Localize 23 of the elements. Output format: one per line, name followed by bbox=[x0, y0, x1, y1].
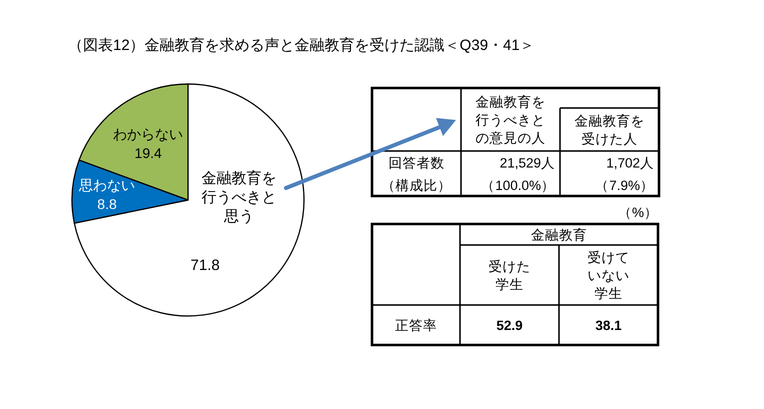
data-label: （7.9%） bbox=[595, 177, 654, 192]
category-label: 金融教育を行うべきとの意見の人 bbox=[476, 93, 546, 145]
data-label: 38.1 bbox=[595, 318, 622, 332]
text: 金融教育 bbox=[531, 226, 587, 242]
text: （構成比） bbox=[382, 177, 452, 192]
category-label: 受けた学生 bbox=[488, 258, 530, 292]
data-label: （100.0%） bbox=[481, 177, 555, 192]
slice-label: 金融教育を行うべきと思う bbox=[202, 170, 277, 225]
data-label: 71.8 bbox=[190, 256, 220, 274]
category-label: 受けていない学生 bbox=[588, 250, 630, 300]
data-label: 21,529人 bbox=[500, 154, 555, 170]
chart-title: （図表12）金融教育を求める声と金融教育を受けた認識＜Q39・41＞ bbox=[68, 36, 535, 54]
data-label: 52.9 bbox=[496, 318, 523, 332]
slice-label: 思わない bbox=[78, 176, 136, 193]
category-label: 金融教育を受けた人 bbox=[574, 112, 644, 146]
text: （%） bbox=[618, 204, 658, 220]
text: 回答者数 bbox=[388, 154, 444, 170]
text: 正答率 bbox=[395, 318, 437, 332]
data-label: 8.8 bbox=[97, 196, 117, 212]
data-label: 19.4 bbox=[134, 144, 162, 161]
pie-slice bbox=[74, 83, 305, 316]
data-label: 1,702人 bbox=[606, 154, 654, 170]
slice-label: わからない bbox=[113, 126, 184, 142]
